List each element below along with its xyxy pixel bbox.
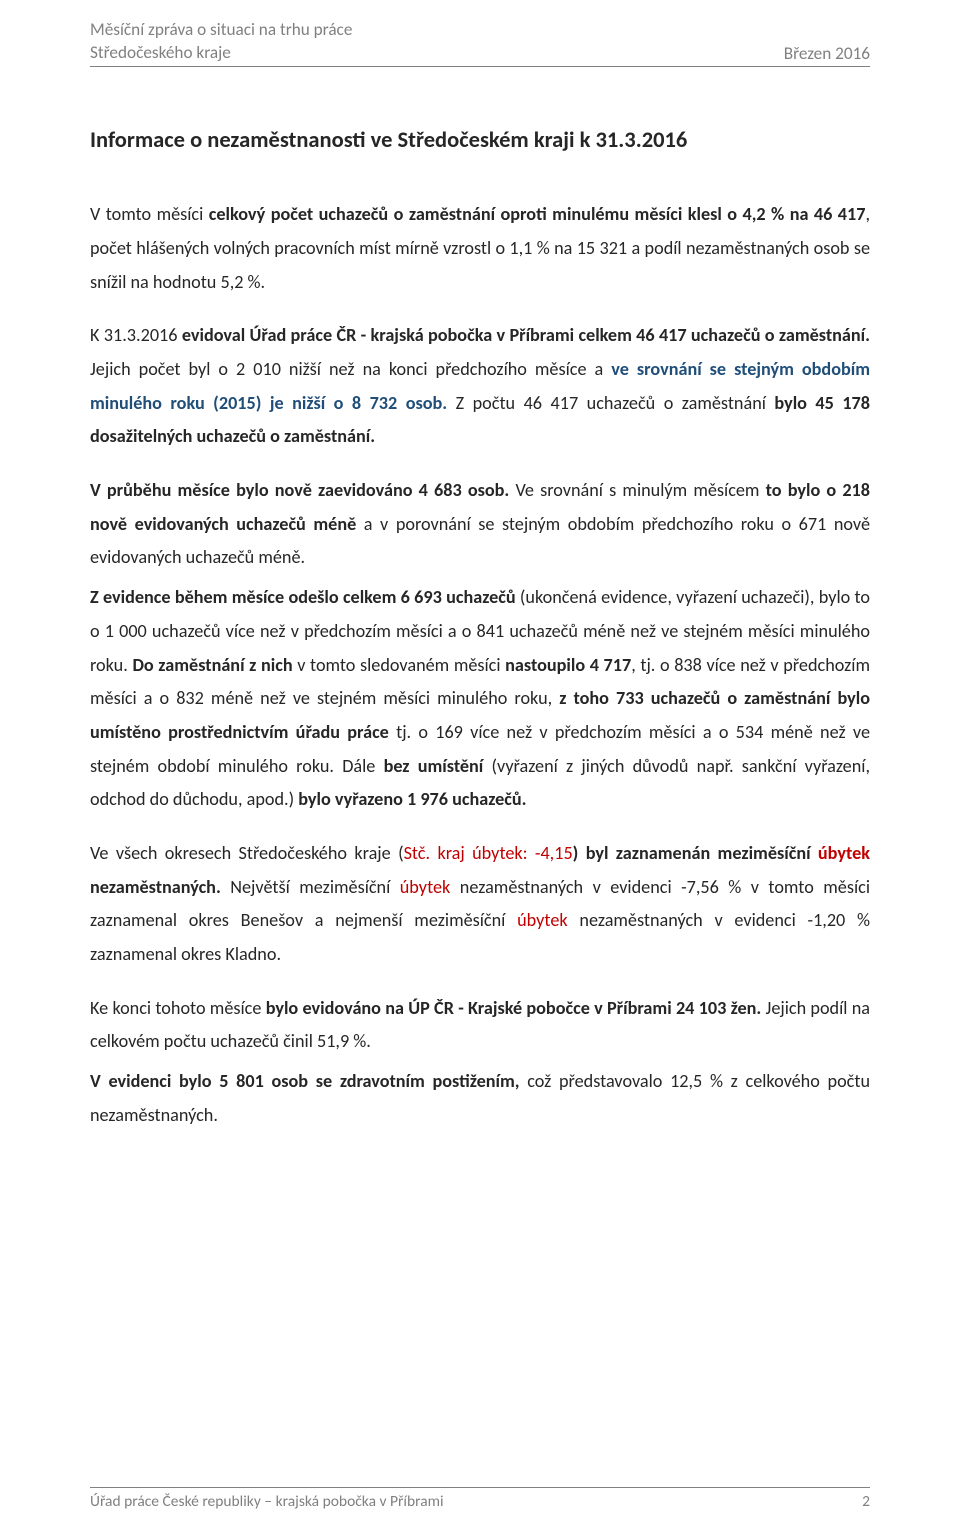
text-red: Stč. kraj úbytek: -4,15 [404,842,573,864]
header-line2: Středočeského kraje [90,41,352,64]
text-bold: ) byl zaznamenán meziměsíční [573,842,818,864]
text-bold: V průběhu měsíce bylo nově zaevidováno 4… [90,479,509,501]
document-body: Informace o nezaměstnanosti ve Středočes… [90,127,870,1469]
paragraph-2: K 31.3.2016 evidoval Úřad práce ČR - kra… [90,319,870,454]
text: v tomto sledovaném měsíci [293,654,506,676]
text: K 31.3.2016 [90,324,182,346]
page: Měsíční zpráva o situaci na trhu práce S… [0,0,960,1525]
text-bold: bylo evidováno na ÚP ČR - Krajské pobočc… [266,997,762,1019]
text-bold: nastoupilo 4 717 [505,654,631,676]
text: Ve všech okresech Středočeského kraje ( [90,842,404,864]
text: Jejich počet byl o 2 010 nižší než na ko… [90,358,611,380]
text-red: úbytek [517,909,568,931]
text-bold: bylo vyřazeno 1 976 uchazečů. [298,788,526,810]
header-left: Měsíční zpráva o situaci na trhu práce S… [90,18,352,64]
paragraph-1: V tomto měsíci celkový počet uchazečů o … [90,198,870,299]
text: Největší meziměsíční [221,876,400,898]
footer-page-number: 2 [862,1492,870,1511]
text-bold: V evidenci bylo 5 801 osob se zdravotním… [90,1070,520,1092]
paragraph-6: Ke konci tohoto měsíce bylo evidováno na… [90,992,870,1059]
text: Ke konci tohoto měsíce [90,997,266,1019]
paragraph-3: V průběhu měsíce bylo nově zaevidováno 4… [90,474,870,575]
text-bold: Do zaměstnání z nich [132,654,292,676]
page-header: Měsíční zpráva o situaci na trhu práce S… [90,18,870,67]
page-footer: Úřad práce České republiky – krajská pob… [90,1487,870,1511]
text: Z počtu 46 417 uchazečů o zaměstnání [447,392,774,414]
header-line1: Měsíční zpráva o situaci na trhu práce [90,18,352,41]
text-bold: nezaměstnaných. [90,876,221,898]
text: V tomto měsíci [90,203,209,225]
text-bold: bez umístění [384,755,484,777]
text: Ve srovnání s minulým měsícem [509,479,765,501]
paragraph-4: Z evidence během měsíce odešlo celkem 6 … [90,581,870,817]
text-bold: evidoval Úřad práce ČR - krajská pobočka… [182,324,870,346]
text-bold: Z evidence během měsíce odešlo celkem 6 … [90,586,516,608]
text-red: úbytek [400,876,451,898]
page-title: Informace o nezaměstnanosti ve Středočes… [90,127,870,154]
paragraph-7: V evidenci bylo 5 801 osob se zdravotním… [90,1065,870,1132]
paragraph-5: Ve všech okresech Středočeského kraje (S… [90,837,870,972]
text-red-bold: úbytek [818,842,870,864]
text-bold: celkový počet uchazečů o zaměstnání opro… [209,203,866,225]
header-right: Březen 2016 [784,43,870,64]
footer-left: Úřad práce České republiky – krajská pob… [90,1492,444,1511]
